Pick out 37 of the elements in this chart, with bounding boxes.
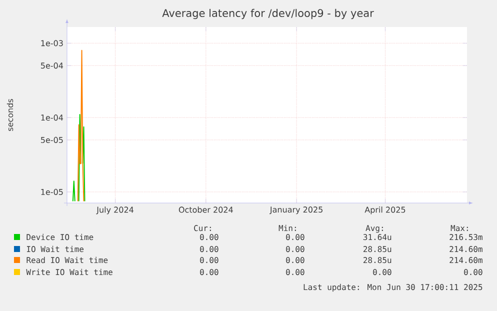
legend-label: Device IO time <box>26 234 94 240</box>
text: 0.00 <box>200 246 218 252</box>
text: 28.85u <box>364 257 392 264</box>
x-tick-label: January 2025 <box>270 206 322 214</box>
x-tick-label: July 2024 <box>96 206 134 214</box>
line-series <box>77 50 84 202</box>
y-tick-label: 1e-03 <box>41 40 63 46</box>
y-axis-title: seconds <box>6 99 14 131</box>
text: Cur: <box>194 225 211 232</box>
y-tick-label: 5e-04 <box>41 62 64 69</box>
text: 0.00 <box>200 234 218 240</box>
text: 31.64u <box>363 234 392 240</box>
legend-label: IO Wait time <box>26 246 84 252</box>
x-tick-label: October 2024 <box>178 206 233 213</box>
y-tick-label: 5e-05 <box>41 136 63 143</box>
text: 216.53m <box>450 234 482 240</box>
text: 28.85u <box>364 246 392 252</box>
text: 214.60m <box>450 246 482 252</box>
text: 0.00 <box>286 234 304 240</box>
x-tick-label: April 2025 <box>364 206 406 214</box>
legend-label: Read IO Wait time <box>26 256 108 264</box>
text: Max: <box>450 225 468 232</box>
chart-title: Average latency for /dev/loop9 - by year <box>162 8 374 20</box>
y-tick-label: 1e-05 <box>41 188 63 195</box>
text: 0.00 <box>464 269 482 276</box>
legend-label: Write IO Wait time <box>26 268 112 276</box>
text: 0.00 <box>200 257 218 264</box>
text: 0.00 <box>286 269 304 276</box>
text: Last update: Mon Jun 30 17:00:11 2025 <box>304 284 482 292</box>
text: 0.00 <box>200 269 218 276</box>
y-tick-label: 1e-04 <box>41 114 64 121</box>
text: 0.00 <box>286 257 304 264</box>
text: 214.60m <box>450 257 482 264</box>
text: Min: <box>278 224 296 232</box>
text: 0.00 <box>373 269 392 276</box>
text: 0.00 <box>286 246 304 252</box>
text: Avg: <box>366 225 383 233</box>
